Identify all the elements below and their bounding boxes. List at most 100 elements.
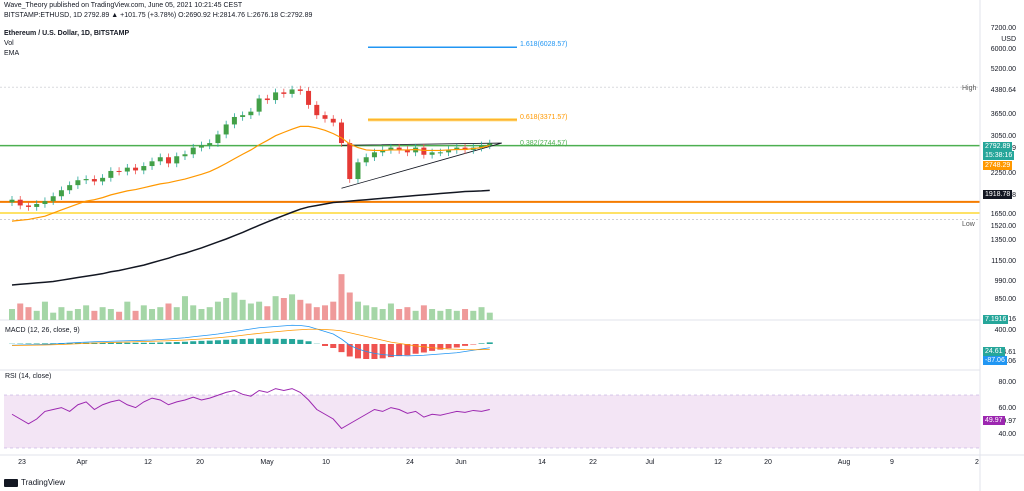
rsi-tick: 60.00 bbox=[998, 405, 1016, 412]
macd-hist-bar bbox=[41, 343, 48, 344]
macd-hist-bar bbox=[346, 344, 353, 357]
volume-bar bbox=[214, 301, 221, 320]
volume-bar bbox=[462, 309, 469, 320]
publish-header: Wave_Theory published on TradingView.com… bbox=[4, 2, 243, 9]
volume-bar bbox=[149, 309, 156, 320]
macd-legend[interactable]: MACD (12, 26, close, 9) bbox=[5, 327, 80, 334]
candle-body bbox=[479, 145, 485, 148]
candle-body bbox=[75, 180, 81, 186]
ema-legend[interactable]: EMA bbox=[4, 50, 20, 57]
candle-body bbox=[371, 152, 377, 158]
macd-hist-bar bbox=[470, 344, 477, 345]
time-tick: 23 bbox=[18, 459, 26, 466]
volume-bar bbox=[58, 307, 65, 320]
volume-bar bbox=[181, 296, 188, 320]
candle-body bbox=[338, 122, 344, 144]
macd-hist-bar bbox=[338, 344, 345, 353]
volume-bar bbox=[289, 294, 296, 320]
candle-body bbox=[67, 185, 73, 191]
candle-body bbox=[157, 157, 163, 162]
volume-bar bbox=[437, 310, 444, 320]
volume-bar bbox=[140, 305, 147, 320]
macd-hist-bar bbox=[206, 340, 213, 344]
macd-hist-bar bbox=[99, 342, 106, 344]
volume-bar bbox=[379, 309, 386, 320]
macd-line bbox=[11, 324, 490, 357]
macd-hist-bar bbox=[165, 342, 172, 344]
volume-bar bbox=[354, 301, 361, 320]
macd-hist-bar bbox=[272, 338, 279, 344]
macd-signal-line bbox=[11, 328, 490, 351]
ema-short-line bbox=[11, 125, 490, 222]
triangle-pattern bbox=[341, 142, 502, 189]
volume-legend[interactable]: Vol bbox=[4, 40, 14, 47]
high-label: High bbox=[962, 85, 977, 92]
macd-hist-bar bbox=[404, 344, 411, 356]
candle-body bbox=[446, 149, 452, 153]
volume-bar bbox=[445, 309, 452, 320]
volume-bar bbox=[165, 303, 172, 320]
price-tick: 6000.00 bbox=[991, 46, 1016, 53]
macd-hist-bar bbox=[379, 344, 386, 359]
volume-bar bbox=[157, 307, 164, 320]
volume-bar bbox=[256, 301, 263, 320]
macd-hist-bar bbox=[239, 339, 246, 344]
tradingview-brand[interactable]: TradingView bbox=[4, 478, 65, 487]
volume-bar bbox=[116, 311, 123, 320]
time-tick: Jun bbox=[455, 459, 466, 466]
macd-hist-bar bbox=[305, 341, 312, 344]
price-tick: 1150.00 bbox=[991, 258, 1016, 265]
last-price-tag: 2792.89 bbox=[983, 142, 1013, 151]
candle-body bbox=[116, 170, 122, 172]
grid-lines bbox=[0, 46, 980, 220]
macd-hist-bar bbox=[107, 342, 114, 344]
time-tick: 2 bbox=[975, 459, 979, 466]
macd-hist-bar bbox=[297, 339, 304, 344]
volume-bar bbox=[404, 307, 411, 320]
rsi-tick: 40.00 bbox=[998, 431, 1016, 438]
price-tick: 1350.00 bbox=[991, 237, 1016, 244]
candle-body bbox=[380, 149, 386, 153]
candle-body bbox=[83, 179, 89, 181]
volume-bar bbox=[91, 310, 98, 320]
rsi-tag: 49.97 bbox=[983, 416, 1005, 425]
price-tick: 2250.00 bbox=[991, 170, 1016, 177]
volume-bar bbox=[173, 307, 180, 320]
volume-bar bbox=[206, 307, 213, 320]
macd-hist-bar bbox=[223, 339, 230, 344]
volume-bar bbox=[223, 298, 230, 320]
volume-bar bbox=[486, 312, 493, 320]
price-tick: 990.00 bbox=[995, 278, 1017, 285]
price-tick: 5200.00 bbox=[991, 66, 1016, 73]
candle-body bbox=[355, 162, 361, 180]
chart-marks bbox=[9, 85, 493, 430]
candle-body bbox=[462, 147, 468, 150]
macd-hist-bar bbox=[247, 338, 254, 344]
volume-bar bbox=[322, 305, 329, 320]
candle-body bbox=[256, 98, 262, 112]
price-tick: 1520.00 bbox=[991, 223, 1016, 230]
candle-body bbox=[124, 167, 130, 172]
candle-body bbox=[100, 177, 106, 182]
macd-hist-bar bbox=[198, 340, 205, 344]
candle-body bbox=[207, 143, 213, 146]
volume-bar bbox=[25, 307, 32, 320]
candle-body bbox=[17, 199, 23, 206]
volume-bar bbox=[371, 307, 378, 320]
volume-tag: 7.1916 bbox=[983, 315, 1009, 324]
candle-body bbox=[429, 152, 435, 155]
macd-hist-bar bbox=[256, 338, 263, 344]
volume-bar bbox=[346, 292, 353, 320]
volume-bar bbox=[17, 303, 24, 320]
candle-body bbox=[190, 147, 196, 155]
volume-bar bbox=[387, 303, 394, 320]
macd-hist-bar bbox=[289, 339, 296, 344]
macd-hist-bar bbox=[486, 342, 493, 344]
macd-hist-bar bbox=[116, 342, 123, 344]
price-tick: 7200.00 bbox=[991, 25, 1016, 32]
time-tick: May bbox=[260, 459, 274, 466]
volume-bar bbox=[453, 310, 460, 320]
rsi-legend[interactable]: RSI (14, close) bbox=[5, 373, 52, 380]
